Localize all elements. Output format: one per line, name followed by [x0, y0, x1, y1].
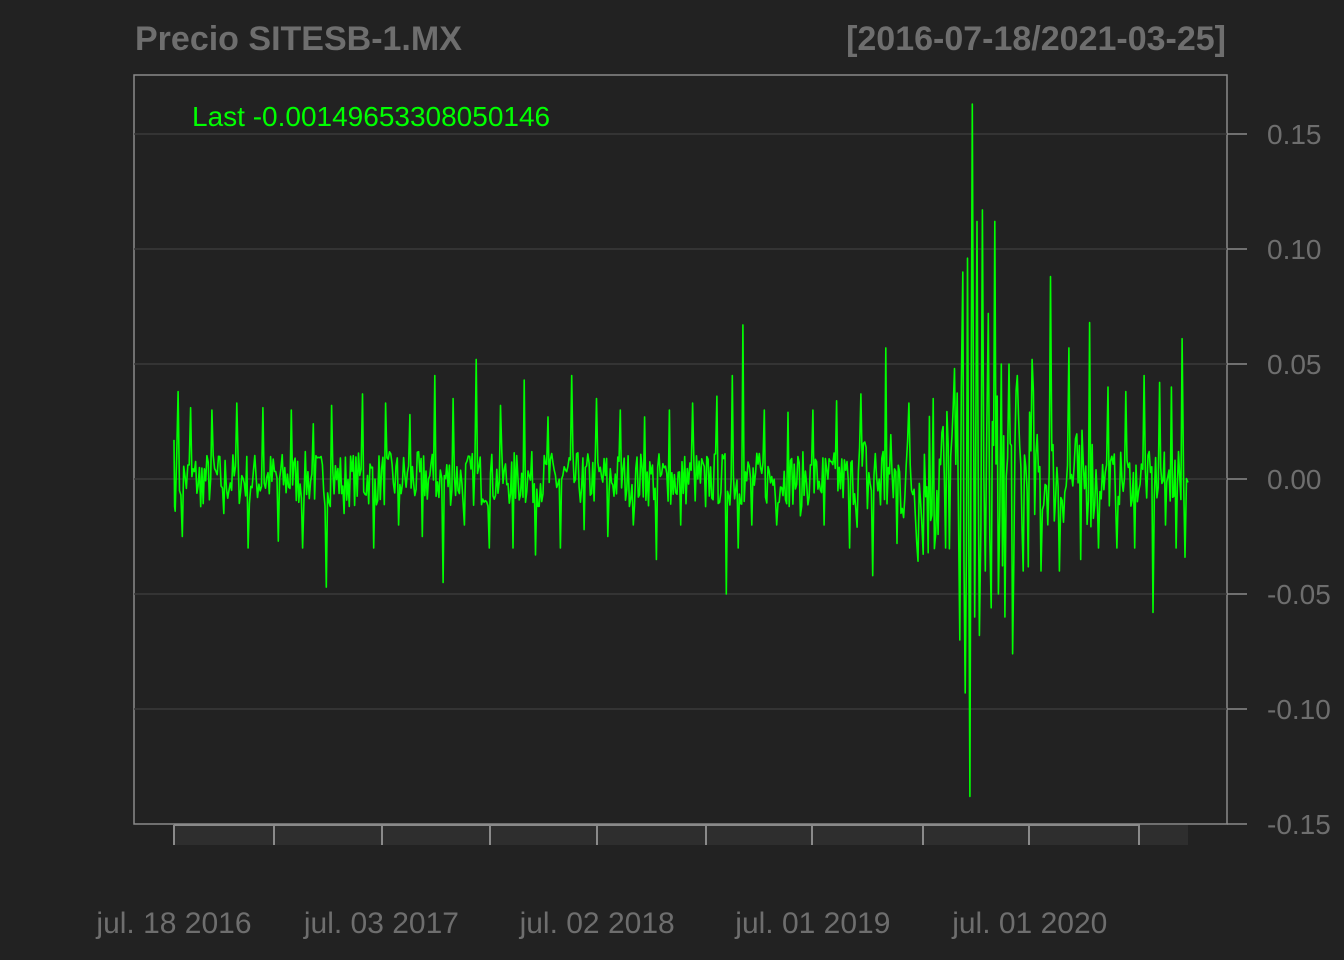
x-tick-label: jul. 01 2020	[951, 907, 1107, 940]
y-tick-label: -0.10	[1267, 694, 1331, 725]
x-axis: jul. 18 2016 jul. 03 2017 jul. 02 2018 jul.…	[95, 824, 1188, 940]
x-axis-band	[174, 825, 1188, 845]
x-tick-label: jul. 02 2018	[519, 907, 675, 940]
series-layer	[173, 103, 1189, 798]
x-tick-label: jul. 03 2017	[303, 907, 459, 940]
y-tick-label: -0.05	[1267, 579, 1331, 610]
y-tick-label: 0.10	[1267, 234, 1322, 265]
y-tick-label: 0.15	[1267, 119, 1322, 150]
y-tick-label: 0.05	[1267, 349, 1322, 380]
y-tick-label: -0.15	[1267, 809, 1331, 840]
x-tick-label: jul. 01 2019	[734, 907, 890, 940]
y-tick-label: 0.00	[1267, 464, 1322, 495]
chart-title: Precio SITESB-1.MX	[135, 20, 462, 58]
x-tick-label: jul. 18 2016	[95, 907, 251, 940]
date-range: [2016-07-18/2021-03-25]	[846, 20, 1226, 58]
grid-lines	[134, 133, 1227, 710]
legend-last: Last -0.00149653308050146	[192, 101, 550, 132]
plot-frame	[133, 74, 1228, 825]
y-axis: 0.15 0.10 0.05 0.00 -0.05 -0.10 -0.15	[1227, 119, 1331, 840]
series-line	[173, 103, 1189, 798]
